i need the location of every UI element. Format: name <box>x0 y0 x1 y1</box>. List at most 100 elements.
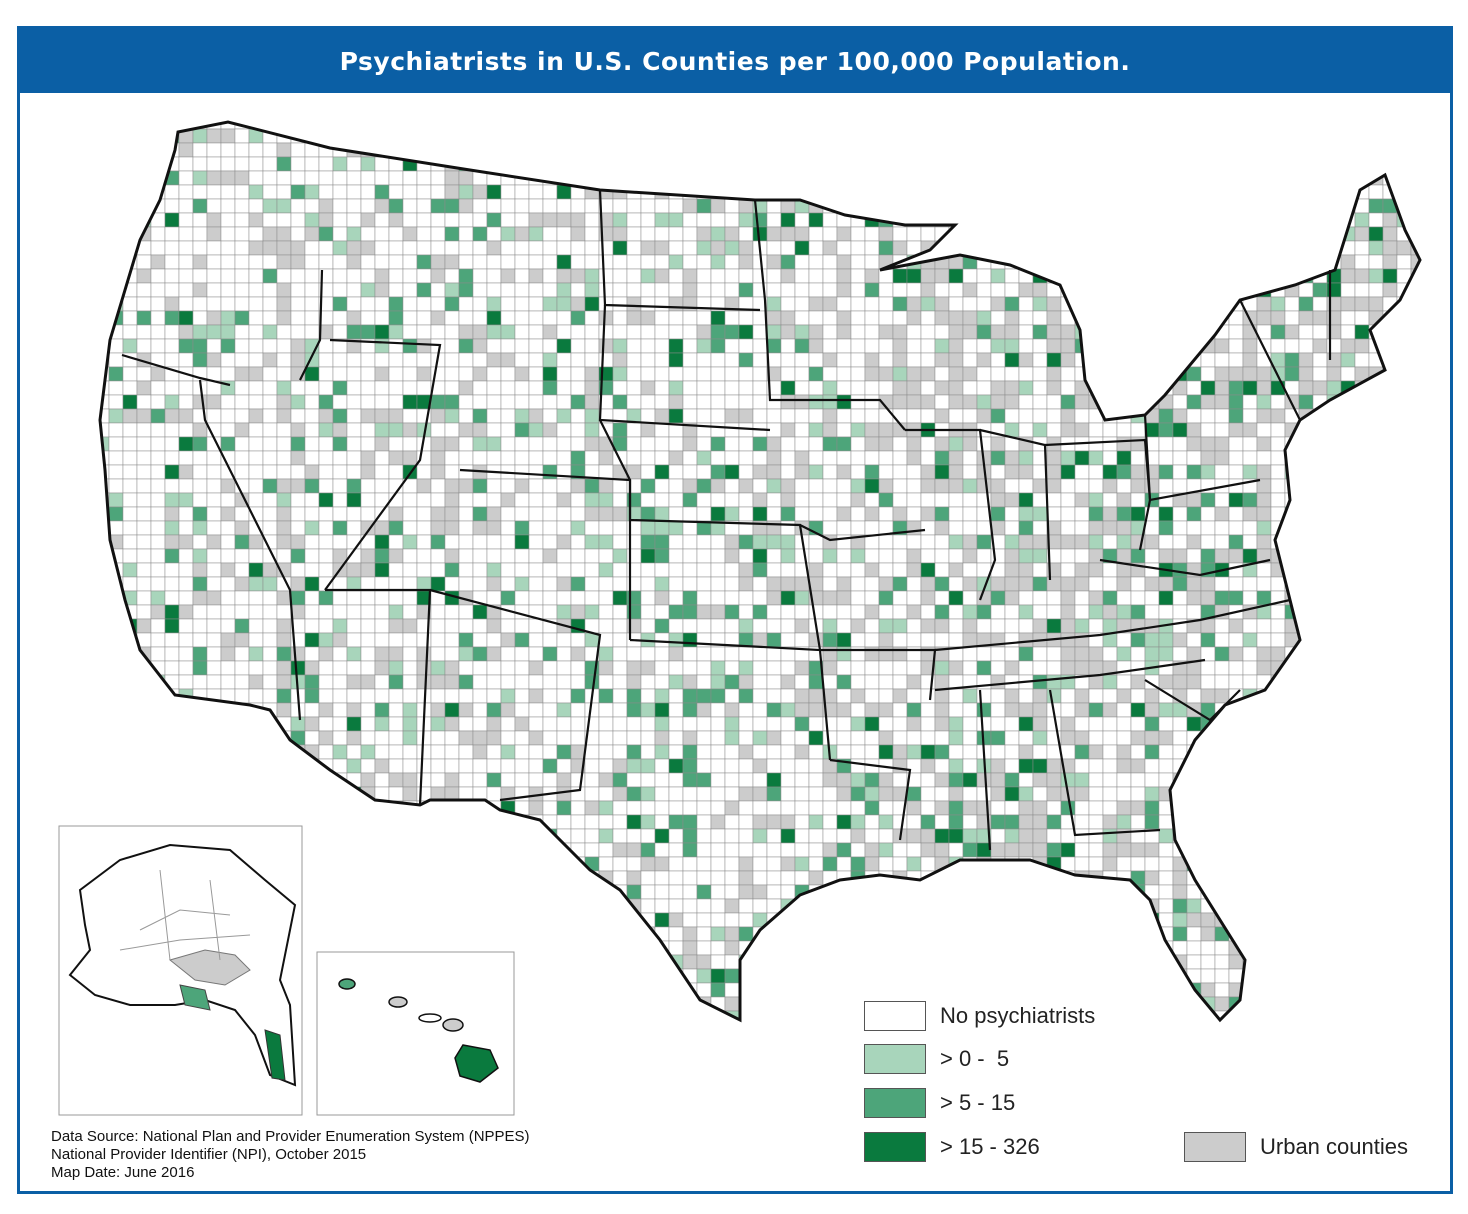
county-cell <box>1186 604 1202 620</box>
county-cell <box>556 800 572 816</box>
county-cell <box>458 184 474 200</box>
county-cell <box>850 394 866 410</box>
county-cell <box>1326 716 1342 732</box>
county-cell <box>1312 520 1328 536</box>
county-cell <box>696 814 712 830</box>
county-cell <box>388 226 404 242</box>
county-cell <box>584 324 600 340</box>
county-cell <box>304 212 320 228</box>
county-cell <box>374 226 390 242</box>
county-cell <box>206 534 222 550</box>
county-cell <box>290 772 306 788</box>
county-cell <box>528 702 544 718</box>
county-cell <box>1284 674 1300 690</box>
county-cell <box>1032 422 1048 438</box>
county-cell <box>1298 184 1314 200</box>
county-cell <box>1228 618 1244 634</box>
county-cell <box>724 604 740 620</box>
county-cell <box>1060 240 1076 256</box>
county-cell <box>248 758 264 774</box>
county-cell <box>724 562 740 578</box>
county-cell <box>962 380 978 396</box>
county-cell <box>1046 296 1062 312</box>
county-cell <box>388 660 404 676</box>
county-cell <box>752 212 768 228</box>
county-cell <box>1242 492 1258 508</box>
county-cell <box>444 772 460 788</box>
county-cell <box>850 380 866 396</box>
county-cell <box>556 562 572 578</box>
county-cell <box>458 562 474 578</box>
county-cell <box>528 156 544 172</box>
county-cell <box>1144 604 1160 620</box>
county-cell <box>150 576 166 592</box>
county-cell <box>122 408 138 424</box>
county-cell <box>892 142 908 158</box>
county-cell <box>962 688 978 704</box>
county-cell <box>192 786 208 802</box>
county-cell <box>1046 800 1062 816</box>
county-cell <box>1326 122 1342 130</box>
county-cell <box>542 632 558 648</box>
county-cell <box>1186 212 1202 228</box>
county-cell <box>1060 604 1076 620</box>
county-cell <box>514 450 530 466</box>
county-cell <box>1186 590 1202 606</box>
county-cell <box>206 492 222 508</box>
county-cell <box>1298 730 1314 746</box>
county-cell <box>290 590 306 606</box>
county-cell <box>724 646 740 662</box>
county-cell <box>276 674 292 690</box>
county-cell <box>1158 506 1174 522</box>
county-cell <box>738 254 754 270</box>
county-cell <box>374 212 390 228</box>
county-cell <box>374 436 390 452</box>
county-cell <box>752 814 768 830</box>
county-cell <box>472 408 488 424</box>
county-cell <box>220 702 236 718</box>
county-cell <box>864 156 880 172</box>
county-cell <box>1256 170 1272 186</box>
county-cell <box>192 282 208 298</box>
county-cell <box>486 338 502 354</box>
county-cell <box>626 296 642 312</box>
county-cell <box>878 744 894 760</box>
county-cell <box>500 828 516 844</box>
county-cell <box>822 786 838 802</box>
county-cell <box>1130 212 1146 228</box>
county-cell <box>514 226 530 242</box>
county-cell <box>1074 688 1090 704</box>
county-cell <box>1186 282 1202 298</box>
county-cell <box>262 520 278 536</box>
county-cell <box>1425 115 1439 129</box>
county-cell <box>1116 352 1132 368</box>
county-cell <box>262 156 278 172</box>
county-cell <box>248 604 264 620</box>
county-cell <box>472 296 488 312</box>
county-cell <box>528 352 544 368</box>
county-cell <box>1256 380 1272 396</box>
county-cell <box>402 128 418 144</box>
county-cell <box>752 156 768 172</box>
county-cell <box>1200 576 1216 592</box>
county-cell <box>654 282 670 298</box>
county-cell <box>1270 478 1286 494</box>
county-cell <box>276 800 292 816</box>
county-cell <box>640 394 656 410</box>
county-cell <box>836 464 852 480</box>
county-cell <box>1144 254 1160 270</box>
county-cell <box>850 590 866 606</box>
county-cell <box>1200 450 1216 466</box>
county-cell <box>990 142 1006 158</box>
county-cell <box>1228 646 1244 662</box>
county-cell <box>1200 366 1216 382</box>
county-cell <box>612 828 628 844</box>
county-cell <box>458 772 474 788</box>
county-cell <box>892 352 908 368</box>
county-cell <box>500 674 516 690</box>
county-cell <box>234 660 250 676</box>
county-cell <box>808 408 824 424</box>
county-cell <box>1354 758 1370 774</box>
county-cell <box>1186 492 1202 508</box>
county-cell <box>1256 142 1272 158</box>
